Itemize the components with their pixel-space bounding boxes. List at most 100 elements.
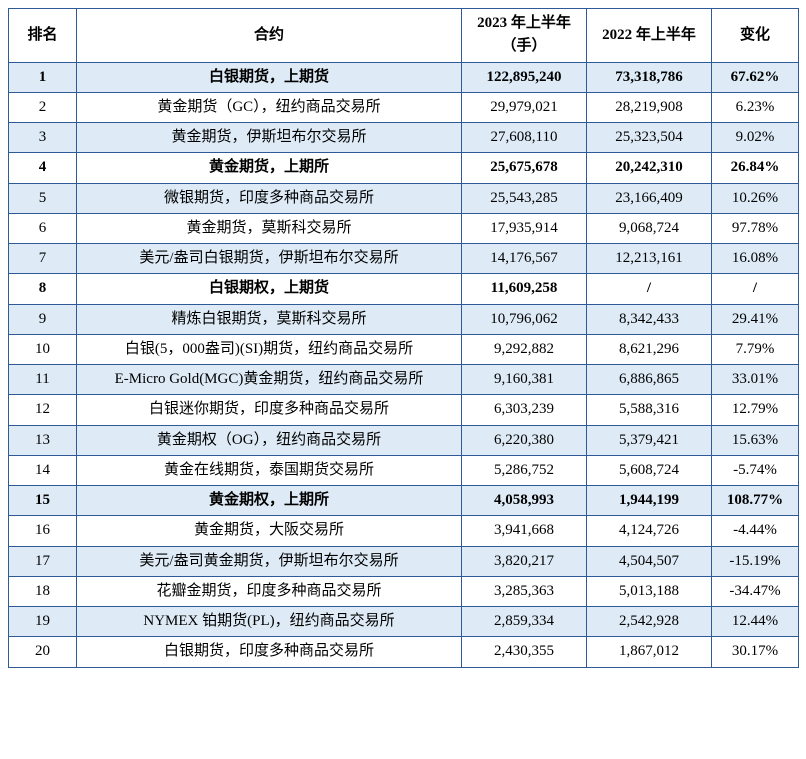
vol-2023-cell: 11,609,258 [461, 273, 587, 305]
vol-2022-cell: 1,867,012 [586, 636, 712, 668]
change-cell: -34.47% [711, 575, 799, 608]
vol-2023-cell: 27,608,110 [461, 121, 587, 154]
vol-2022-cell: 1,944,199 [586, 484, 712, 517]
vol-2022-cell: / [586, 273, 712, 305]
table-row: 18 花瓣金期货，印度多种商品交易所 3,285,363 5,013,188 -… [8, 575, 799, 608]
contract-cell: 白银(5，000盎司)(SI)期货，纽约商品交易所 [76, 333, 462, 366]
vol-2023-cell: 6,220,380 [461, 424, 587, 456]
vol-2023-cell: 4,058,993 [461, 484, 587, 517]
contract-cell: 微银期货，印度多种商品交易所 [76, 182, 462, 214]
table-row: 7 美元/盎司白银期货，伊斯坦布尔交易所 14,176,567 12,213,1… [8, 242, 799, 275]
vol-2022-cell: 9,068,724 [586, 212, 712, 245]
change-cell: 6.23% [711, 91, 799, 124]
rank-cell: 17 [8, 545, 77, 577]
vol-2023-cell: 9,292,882 [461, 333, 587, 366]
header-row: 排名 合约 2023 年上半年（手） 2022 年上半年 变化 [8, 8, 799, 63]
vol-2023-cell: 3,820,217 [461, 545, 587, 577]
table-row: 20 白银期货，印度多种商品交易所 2,430,355 1,867,012 30… [8, 636, 799, 668]
rank-cell: 3 [8, 121, 77, 154]
table-row: 11 E-Micro Gold(MGC)黄金期货，纽约商品交易所 9,160,3… [8, 363, 799, 396]
rank-cell: 9 [8, 303, 77, 335]
table-row: 13 黄金期权（OG），纽约商品交易所 6,220,380 5,379,421 … [8, 424, 799, 456]
rank-cell: 2 [8, 91, 77, 124]
vol-2022-cell: 20,242,310 [586, 152, 712, 184]
vol-2023-cell: 122,895,240 [461, 61, 587, 93]
header-rank: 排名 [8, 8, 77, 63]
contract-cell: 白银迷你期货，印度多种商品交易所 [76, 394, 462, 426]
table-row: 3 黄金期货，伊斯坦布尔交易所 27,608,110 25,323,504 9.… [8, 121, 799, 154]
vol-2022-cell: 23,166,409 [586, 182, 712, 214]
contract-cell: E-Micro Gold(MGC)黄金期货，纽约商品交易所 [76, 363, 462, 396]
vol-2022-cell: 6,886,865 [586, 363, 712, 396]
vol-2023-cell: 3,285,363 [461, 575, 587, 608]
vol-2022-cell: 4,504,507 [586, 545, 712, 577]
vol-2023-cell: 6,303,239 [461, 394, 587, 426]
rank-cell: 20 [8, 636, 77, 668]
contract-cell: 白银期权，上期货 [76, 273, 462, 305]
rank-cell: 5 [8, 182, 77, 214]
contract-cell: 花瓣金期货，印度多种商品交易所 [76, 575, 462, 608]
rank-cell: 18 [8, 575, 77, 608]
vol-2022-cell: 73,318,786 [586, 61, 712, 93]
rank-cell: 4 [8, 152, 77, 184]
vol-2022-cell: 8,621,296 [586, 333, 712, 366]
vol-2022-cell: 5,608,724 [586, 454, 712, 487]
vol-2022-cell: 8,342,433 [586, 303, 712, 335]
rank-cell: 7 [8, 242, 77, 275]
vol-2023-cell: 25,543,285 [461, 182, 587, 214]
table-row: 1 白银期货，上期货 122,895,240 73,318,786 67.62% [8, 61, 799, 93]
contract-cell: 黄金期货，上期所 [76, 152, 462, 184]
table-row: 16 黄金期货，大阪交易所 3,941,668 4,124,726 -4.44% [8, 515, 799, 547]
table-row: 10 白银(5，000盎司)(SI)期货，纽约商品交易所 9,292,882 8… [8, 333, 799, 366]
rank-cell: 12 [8, 394, 77, 426]
table-row: 9 精炼白银期货，莫斯科交易所 10,796,062 8,342,433 29.… [8, 303, 799, 335]
change-cell: -5.74% [711, 454, 799, 487]
rank-cell: 13 [8, 424, 77, 456]
table-row: 15 黄金期权，上期所 4,058,993 1,944,199 108.77% [8, 484, 799, 517]
table-row: 14 黄金在线期货，泰国期货交易所 5,286,752 5,608,724 -5… [8, 454, 799, 487]
contract-cell: 美元/盎司黄金期货，伊斯坦布尔交易所 [76, 545, 462, 577]
rank-cell: 16 [8, 515, 77, 547]
change-cell: -15.19% [711, 545, 799, 577]
vol-2022-cell: 2,542,928 [586, 605, 712, 638]
change-cell: 29.41% [711, 303, 799, 335]
contract-cell: 黄金期货，伊斯坦布尔交易所 [76, 121, 462, 154]
change-cell: 12.79% [711, 394, 799, 426]
contract-cell: 白银期货，印度多种商品交易所 [76, 636, 462, 668]
contract-cell: 黄金期货，大阪交易所 [76, 515, 462, 547]
contract-cell: 白银期货，上期货 [76, 61, 462, 93]
table-body: 1 白银期货，上期货 122,895,240 73,318,786 67.62%… [8, 61, 799, 668]
contract-cell: NYMEX 铂期货(PL)，纽约商品交易所 [76, 605, 462, 638]
change-cell: 67.62% [711, 61, 799, 93]
change-cell: 30.17% [711, 636, 799, 668]
table-header: 排名 合约 2023 年上半年（手） 2022 年上半年 变化 [8, 8, 799, 63]
table-row: 4 黄金期货，上期所 25,675,678 20,242,310 26.84% [8, 152, 799, 184]
contract-cell: 黄金在线期货，泰国期货交易所 [76, 454, 462, 487]
contract-cell: 黄金期权，上期所 [76, 484, 462, 517]
table-row: 5 微银期货，印度多种商品交易所 25,543,285 23,166,409 1… [8, 182, 799, 214]
vol-2023-cell: 9,160,381 [461, 363, 587, 396]
change-cell: 33.01% [711, 363, 799, 396]
vol-2023-cell: 5,286,752 [461, 454, 587, 487]
rank-cell: 14 [8, 454, 77, 487]
table-row: 12 白银迷你期货，印度多种商品交易所 6,303,239 5,588,316 … [8, 394, 799, 426]
change-cell: / [711, 273, 799, 305]
contract-cell: 美元/盎司白银期货，伊斯坦布尔交易所 [76, 242, 462, 275]
change-cell: 16.08% [711, 242, 799, 275]
vol-2023-cell: 3,941,668 [461, 515, 587, 547]
header-change: 变化 [711, 8, 799, 63]
vol-2022-cell: 5,588,316 [586, 394, 712, 426]
futures-volume-ranking-table: 排名 合约 2023 年上半年（手） 2022 年上半年 变化 1 白银期货，上… [8, 8, 799, 668]
change-cell: 97.78% [711, 212, 799, 245]
header-2022-h1: 2022 年上半年 [586, 8, 712, 63]
rank-cell: 11 [8, 363, 77, 396]
change-cell: 10.26% [711, 182, 799, 214]
vol-2022-cell: 25,323,504 [586, 121, 712, 154]
change-cell: 26.84% [711, 152, 799, 184]
change-cell: 9.02% [711, 121, 799, 154]
vol-2023-cell: 29,979,021 [461, 91, 587, 124]
vol-2023-cell: 2,430,355 [461, 636, 587, 668]
table-row: 17 美元/盎司黄金期货，伊斯坦布尔交易所 3,820,217 4,504,50… [8, 545, 799, 577]
table-row: 8 白银期权，上期货 11,609,258 / / [8, 273, 799, 305]
change-cell: 7.79% [711, 333, 799, 366]
